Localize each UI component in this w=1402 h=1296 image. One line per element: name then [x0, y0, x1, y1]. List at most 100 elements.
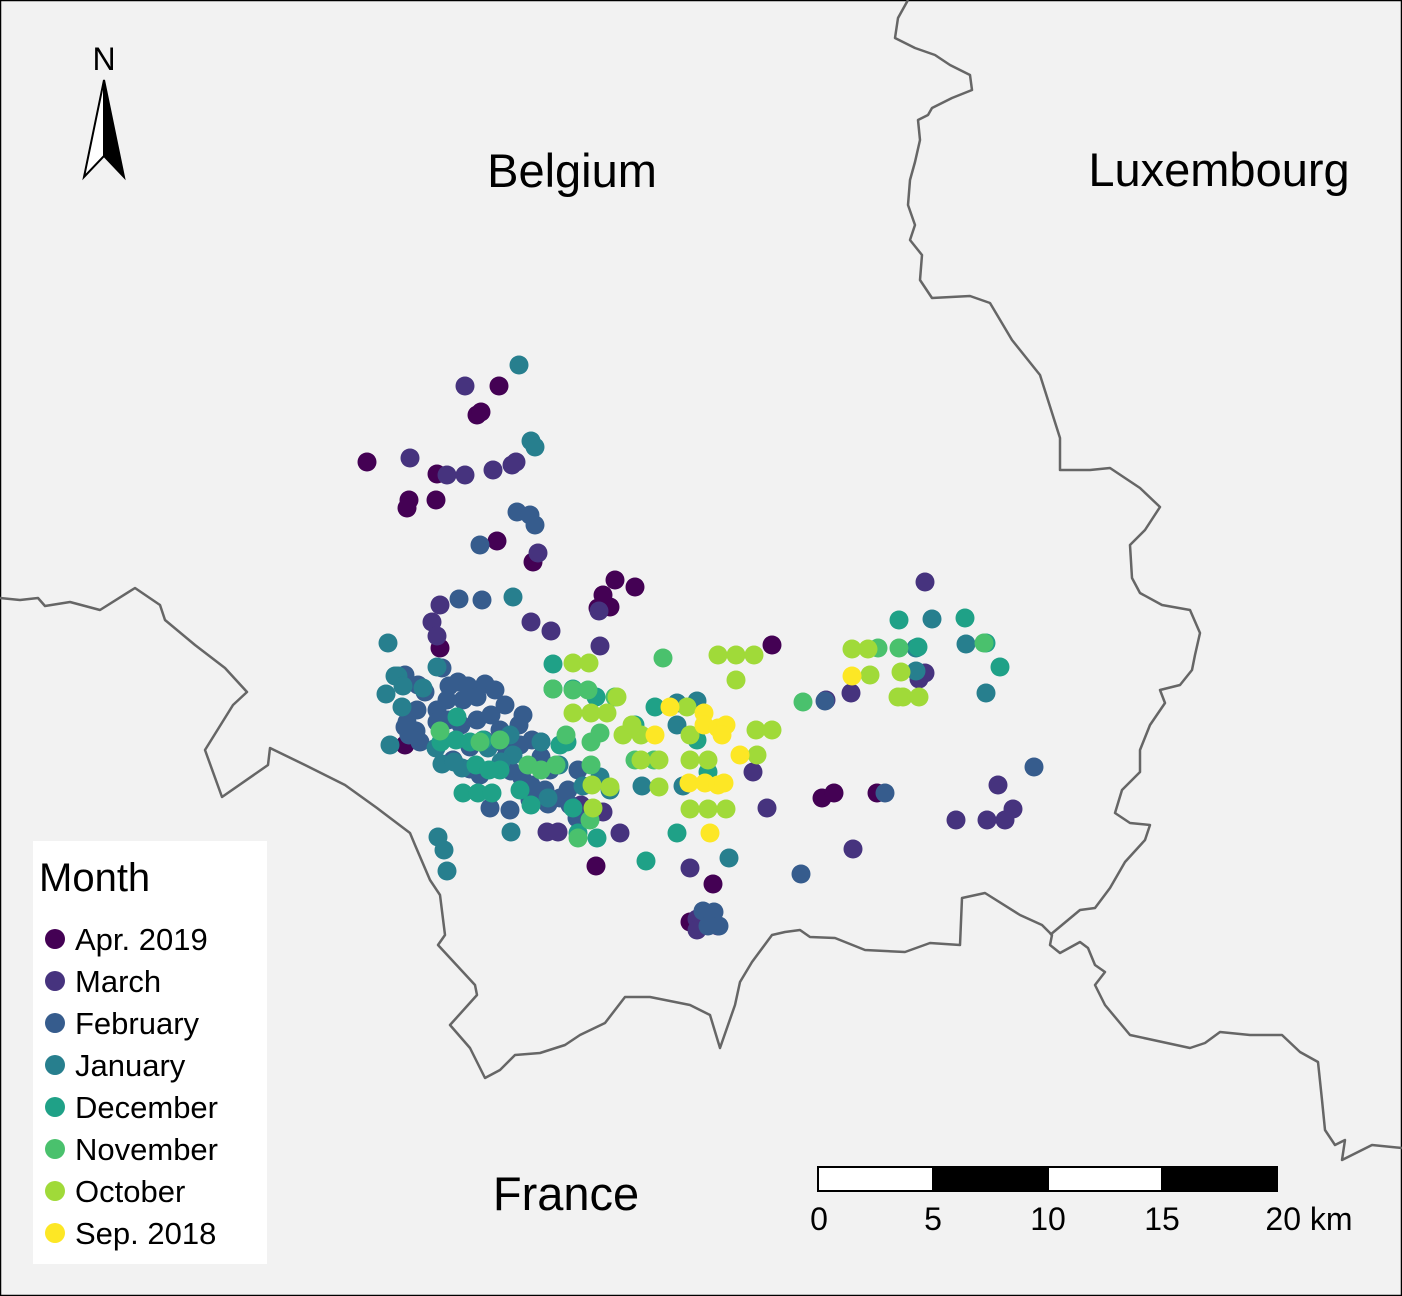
observation-point — [680, 799, 700, 819]
observation-point — [495, 695, 515, 715]
country-label-luxembourg: Luxembourg — [1088, 143, 1349, 196]
observation-point — [922, 609, 942, 629]
observation-point — [393, 676, 413, 696]
legend-swatch — [45, 1181, 65, 1201]
observation-point — [726, 645, 746, 665]
observation-point — [680, 725, 700, 745]
observation-point — [667, 823, 687, 843]
observation-point — [500, 800, 520, 820]
observation-point — [483, 460, 503, 480]
observation-point — [842, 666, 862, 686]
observation-point — [430, 595, 450, 615]
observation-point — [757, 798, 777, 818]
observation-point — [631, 750, 651, 770]
legend-label: March — [75, 964, 161, 999]
observation-point — [563, 703, 583, 723]
observation-point — [446, 730, 466, 750]
observation-point — [587, 828, 607, 848]
observation-point — [525, 515, 545, 535]
north-arrow-right-half-icon — [103, 79, 126, 181]
observation-point — [607, 687, 627, 707]
legend-swatch — [45, 1013, 65, 1033]
observation-point — [698, 916, 718, 936]
observation-point — [909, 687, 929, 707]
observation-point — [531, 732, 551, 752]
observation-point — [583, 798, 603, 818]
observation-point — [485, 680, 505, 700]
observation-point — [889, 638, 909, 658]
observation-point — [744, 645, 764, 665]
observation-point — [730, 745, 750, 765]
legend-swatch — [45, 1097, 65, 1117]
observation-point — [501, 822, 521, 842]
scale-segment-3 — [1047, 1166, 1163, 1192]
legend-box — [33, 841, 267, 1264]
observation-point — [538, 788, 558, 808]
observation-point — [712, 725, 732, 745]
observation-point — [977, 810, 997, 830]
observation-point — [891, 662, 911, 682]
legend-label: October — [75, 1174, 185, 1209]
observation-point — [597, 703, 617, 723]
observation-point — [510, 780, 530, 800]
observation-point — [558, 780, 578, 800]
observation-point — [653, 648, 673, 668]
legend-swatch — [45, 1139, 65, 1159]
data-points — [357, 355, 1044, 940]
observation-point — [489, 376, 509, 396]
observation-point — [453, 690, 473, 710]
observation-point — [955, 608, 975, 628]
observation-point — [679, 773, 699, 793]
observation-point — [428, 827, 448, 847]
legend-swatch — [45, 1223, 65, 1243]
observation-point — [437, 465, 457, 485]
observation-point — [632, 776, 652, 796]
observation-point — [521, 795, 541, 815]
observation-point — [380, 735, 400, 755]
observation-point — [649, 777, 669, 797]
observation-point — [590, 636, 610, 656]
observation-point — [427, 626, 447, 646]
observation-point — [698, 799, 718, 819]
observation-point — [395, 717, 415, 737]
observation-point — [841, 683, 861, 703]
observation-point — [487, 531, 507, 551]
observation-point — [1024, 757, 1044, 777]
observation-point — [610, 823, 630, 843]
country-label-belgium: Belgium — [487, 144, 657, 197]
observation-point — [468, 783, 488, 803]
scale-segment-2 — [932, 1166, 1049, 1192]
observation-point — [397, 498, 417, 518]
observation-point — [589, 601, 609, 621]
observation-point — [746, 720, 766, 740]
observation-point — [378, 633, 398, 653]
observation-point — [481, 705, 501, 725]
legend-title: Month — [39, 856, 150, 900]
observation-point — [593, 585, 613, 605]
observation-point — [714, 773, 734, 793]
observation-point — [541, 621, 561, 641]
observation-point — [543, 679, 563, 699]
observation-point — [956, 634, 976, 654]
observation-point — [525, 437, 545, 457]
scale-tick-15: 15 — [1144, 1201, 1180, 1237]
legend-label: January — [75, 1048, 186, 1083]
observation-point — [791, 864, 811, 884]
observation-point — [470, 535, 490, 555]
observation-point — [586, 856, 606, 876]
observation-point — [581, 703, 601, 723]
observation-point — [453, 783, 473, 803]
observation-point — [455, 376, 475, 396]
observation-point — [509, 355, 529, 375]
country-labels: Belgium Luxembourg France — [487, 143, 1350, 1220]
observation-point — [455, 465, 475, 485]
observation-point — [470, 732, 490, 752]
observation-point — [581, 732, 601, 752]
observation-point — [988, 775, 1008, 795]
observation-point — [578, 680, 598, 700]
observation-point — [449, 589, 469, 609]
observation-point — [1003, 799, 1023, 819]
legend-swatch — [45, 1055, 65, 1075]
observation-point — [600, 777, 620, 797]
legend-label: February — [75, 1006, 200, 1041]
